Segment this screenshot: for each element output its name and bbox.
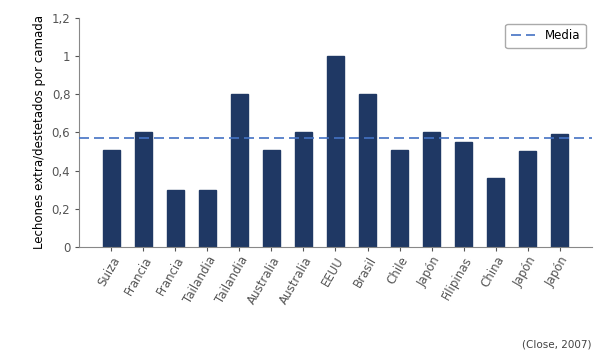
Bar xyxy=(423,132,440,247)
Bar xyxy=(327,56,344,247)
Bar xyxy=(391,150,408,247)
Bar xyxy=(135,132,152,247)
Legend: Media: Media xyxy=(506,24,586,48)
Y-axis label: Lechones extra/destetados por camada: Lechones extra/destetados por camada xyxy=(33,16,46,249)
Text: (Close, 2007): (Close, 2007) xyxy=(522,340,592,349)
Bar xyxy=(518,151,536,247)
Bar xyxy=(295,132,312,247)
Bar xyxy=(102,150,120,247)
Bar xyxy=(551,134,569,247)
Bar xyxy=(231,94,248,247)
Bar xyxy=(167,190,184,247)
Bar xyxy=(487,178,504,247)
Bar xyxy=(455,142,472,247)
Bar xyxy=(199,190,216,247)
Bar xyxy=(359,94,376,247)
Bar xyxy=(263,150,280,247)
